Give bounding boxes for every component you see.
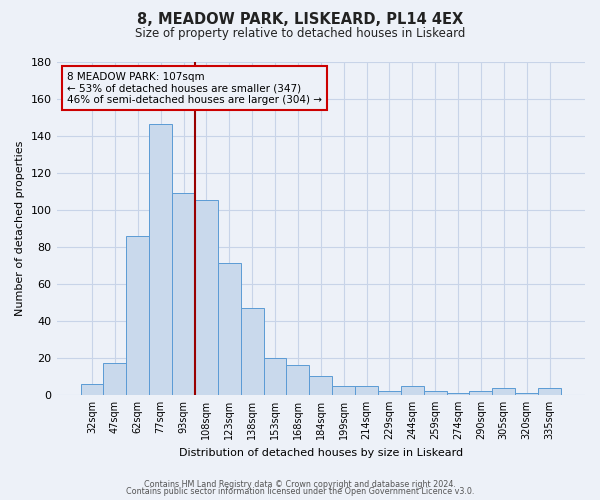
Bar [378,391,401,395]
Bar [310,376,332,395]
Bar [80,384,103,395]
Bar [149,124,172,395]
Bar [401,386,424,395]
Bar [103,364,127,395]
Bar [515,393,538,395]
Bar [538,388,561,395]
Bar [469,391,493,395]
Text: Contains HM Land Registry data © Crown copyright and database right 2024.: Contains HM Land Registry data © Crown c… [144,480,456,489]
Bar [355,386,378,395]
Bar [332,386,355,395]
Text: Contains public sector information licensed under the Open Government Licence v3: Contains public sector information licen… [126,488,474,496]
Text: 8, MEADOW PARK, LISKEARD, PL14 4EX: 8, MEADOW PARK, LISKEARD, PL14 4EX [137,12,463,28]
Bar [172,193,195,395]
Bar [195,200,218,395]
Bar [241,308,263,395]
Text: 8 MEADOW PARK: 107sqm
← 53% of detached houses are smaller (347)
46% of semi-det: 8 MEADOW PARK: 107sqm ← 53% of detached … [67,72,322,104]
Bar [263,358,286,395]
Bar [424,391,446,395]
Bar [286,366,310,395]
Bar [493,388,515,395]
Y-axis label: Number of detached properties: Number of detached properties [15,140,25,316]
Bar [127,236,149,395]
Bar [218,264,241,395]
X-axis label: Distribution of detached houses by size in Liskeard: Distribution of detached houses by size … [179,448,463,458]
Text: Size of property relative to detached houses in Liskeard: Size of property relative to detached ho… [135,28,465,40]
Bar [446,393,469,395]
